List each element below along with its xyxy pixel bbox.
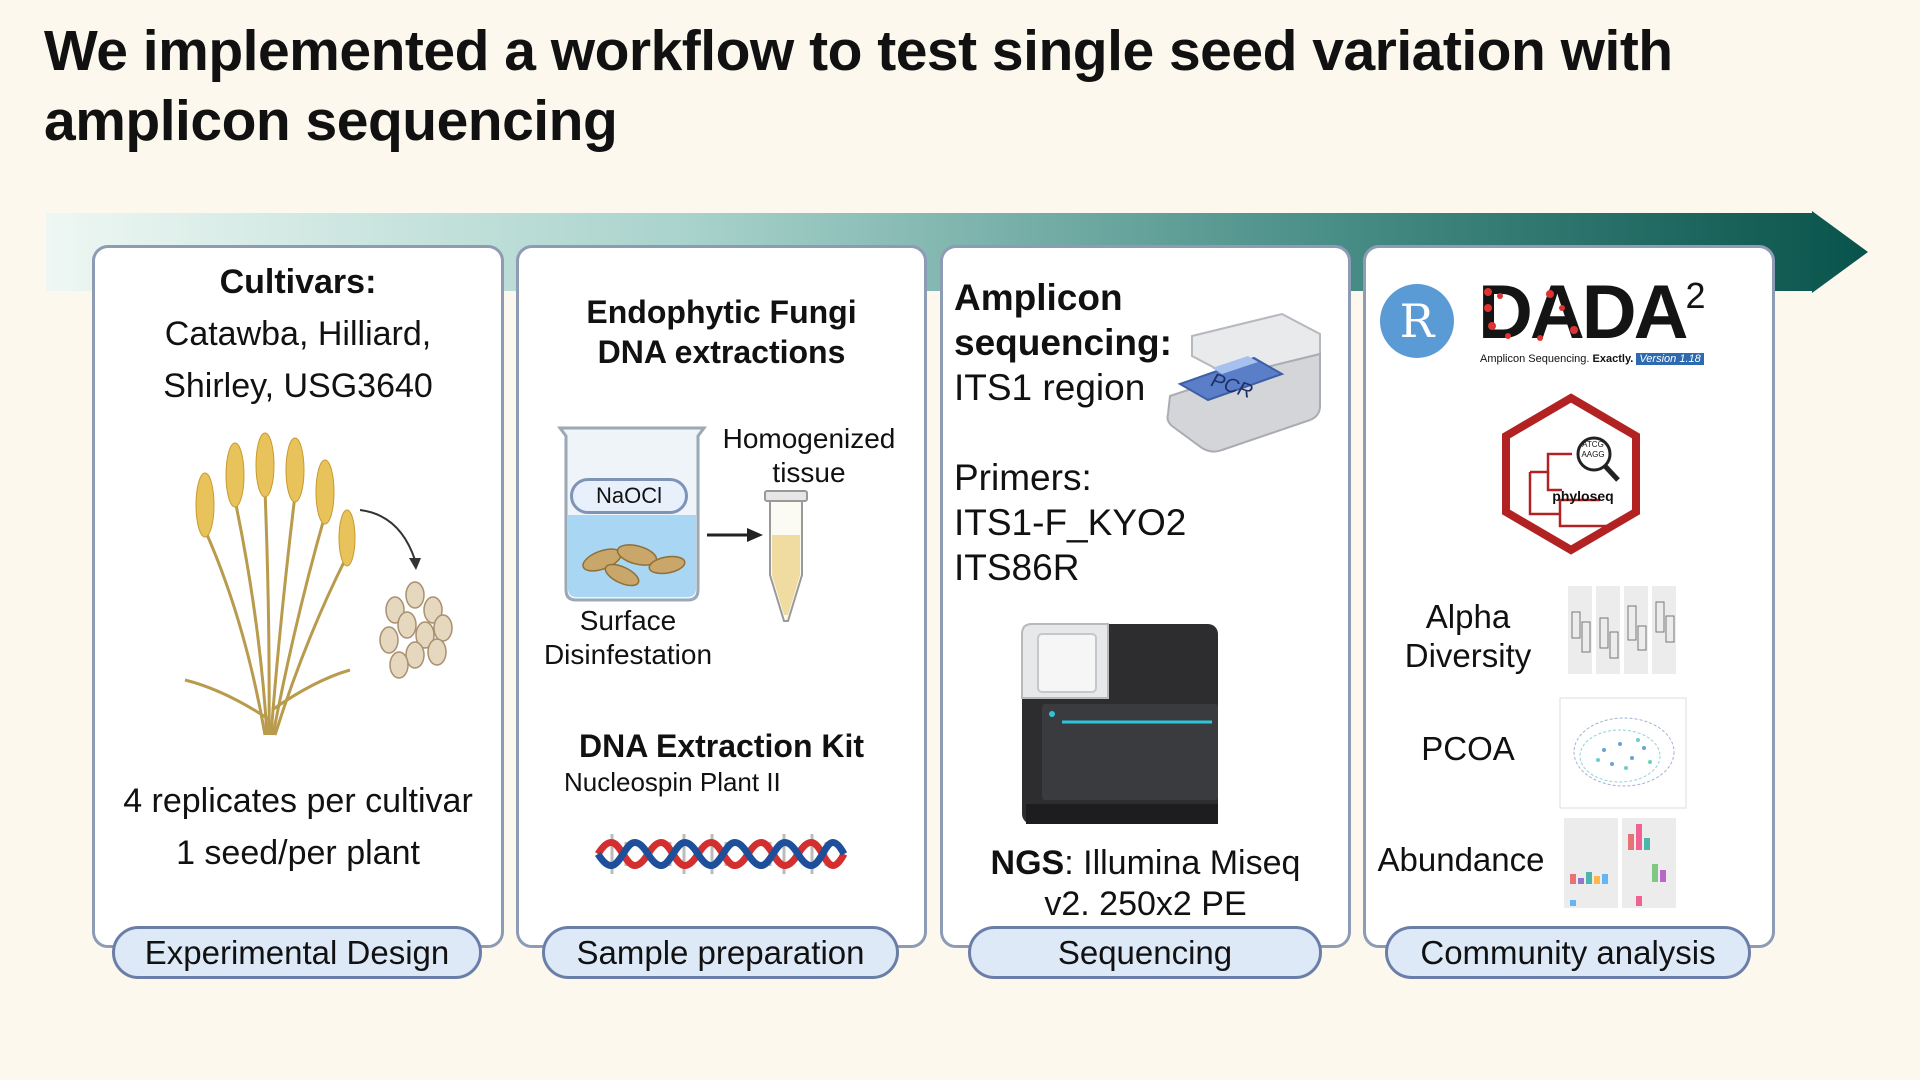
dada2-dot-pattern xyxy=(1484,288,1578,341)
dada2-tagline-text: Amplicon Sequencing. xyxy=(1480,353,1590,365)
phyloseq-hexagon-logo xyxy=(1502,393,1640,555)
cultivars-heading: Cultivars: xyxy=(219,263,377,301)
amplicon-heading-line-1: Amplicon xyxy=(954,277,1123,318)
dada2-wordmark: DADA xyxy=(1478,270,1689,355)
sequencer-illustration xyxy=(1021,623,1218,824)
dada2-version-badge: Version 1.18 xyxy=(1636,353,1704,365)
cultivars-line-2: Shirley, USG3640 xyxy=(163,367,433,405)
dada2-logo: DADA2 xyxy=(1478,275,1718,351)
slide-title: We implemented a workflow to test single… xyxy=(44,19,1673,153)
naocl-label: NaOCl xyxy=(570,478,688,514)
ngs-platform: : Illumina Miseq xyxy=(1064,844,1301,882)
ngs-line-1: NGS: Illumina Miseq xyxy=(940,842,1351,884)
cultivars-line-1: Catawba, Hilliard, xyxy=(164,315,432,353)
tube-illustration xyxy=(764,490,808,622)
ngs-bold-label: NGS xyxy=(990,844,1065,882)
tube-label-line-1: Homogenized xyxy=(722,423,896,454)
dada2-tagline: Amplicon Sequencing. Exactly. Version 1.… xyxy=(1480,352,1730,366)
sequencing-label: Sequencing xyxy=(968,926,1322,979)
phyloseq-label: phyloseq xyxy=(1552,488,1614,504)
wheat-plant-illustration xyxy=(184,432,453,736)
sample-preparation-label: Sample preparation xyxy=(542,926,899,979)
alpha-diversity-line-2: Diversity xyxy=(1404,637,1532,674)
surface-disinfestation-line-1: Surface xyxy=(579,605,677,636)
primers-heading: Primers: xyxy=(954,457,1092,498)
extraction-heading-line-1: Endophytic Fungi xyxy=(586,294,857,330)
kit-title: DNA Extraction Kit xyxy=(578,728,865,764)
phyloseq-seq-1: ATCG xyxy=(1582,440,1604,449)
its1-region-text: ITS1 region xyxy=(954,367,1146,408)
r-logo: R xyxy=(1380,284,1454,358)
phyloseq-seq-2: AAGG xyxy=(1581,450,1605,459)
amplicon-heading-line-2: sequencing: xyxy=(954,322,1172,363)
alpha-diversity-line-1: Alpha xyxy=(1425,598,1511,635)
alpha-diversity-boxplot-thumbnail xyxy=(1560,582,1690,682)
abundance-bar-thumbnail xyxy=(1560,814,1690,912)
pcr-machine-illustration xyxy=(1166,312,1321,453)
dada2-superscript: 2 xyxy=(1685,275,1706,316)
panel-experimental-design xyxy=(92,245,504,948)
dna-helix-icon xyxy=(595,834,848,874)
kit-name: Nucleospin Plant II xyxy=(564,767,781,797)
ngs-line-2: v2. 250x2 PE xyxy=(1044,885,1247,923)
pcoa-label: PCOA xyxy=(1421,730,1515,767)
tube-label-line-2: tissue xyxy=(772,457,846,488)
experimental-design-label: Experimental Design xyxy=(112,926,482,979)
replicates-text: 4 replicates per cultivar xyxy=(123,782,473,820)
extraction-heading-line-2: DNA extractions xyxy=(597,334,846,370)
beaker-illustration xyxy=(557,426,707,602)
abundance-label: Abundance xyxy=(1377,841,1545,878)
primer-reverse: ITS86R xyxy=(954,547,1080,588)
dada2-tagline-bold: Exactly. xyxy=(1592,353,1634,365)
community-analysis-label: Community analysis xyxy=(1385,926,1751,979)
primer-forward: ITS1-F_KYO2 xyxy=(954,502,1187,543)
process-arrow-icon xyxy=(707,528,763,542)
pcoa-plot-thumbnail xyxy=(1559,697,1687,809)
surface-disinfestation-line-2: Disinfestation xyxy=(543,639,713,670)
seeds-text: 1 seed/per plant xyxy=(176,834,420,872)
